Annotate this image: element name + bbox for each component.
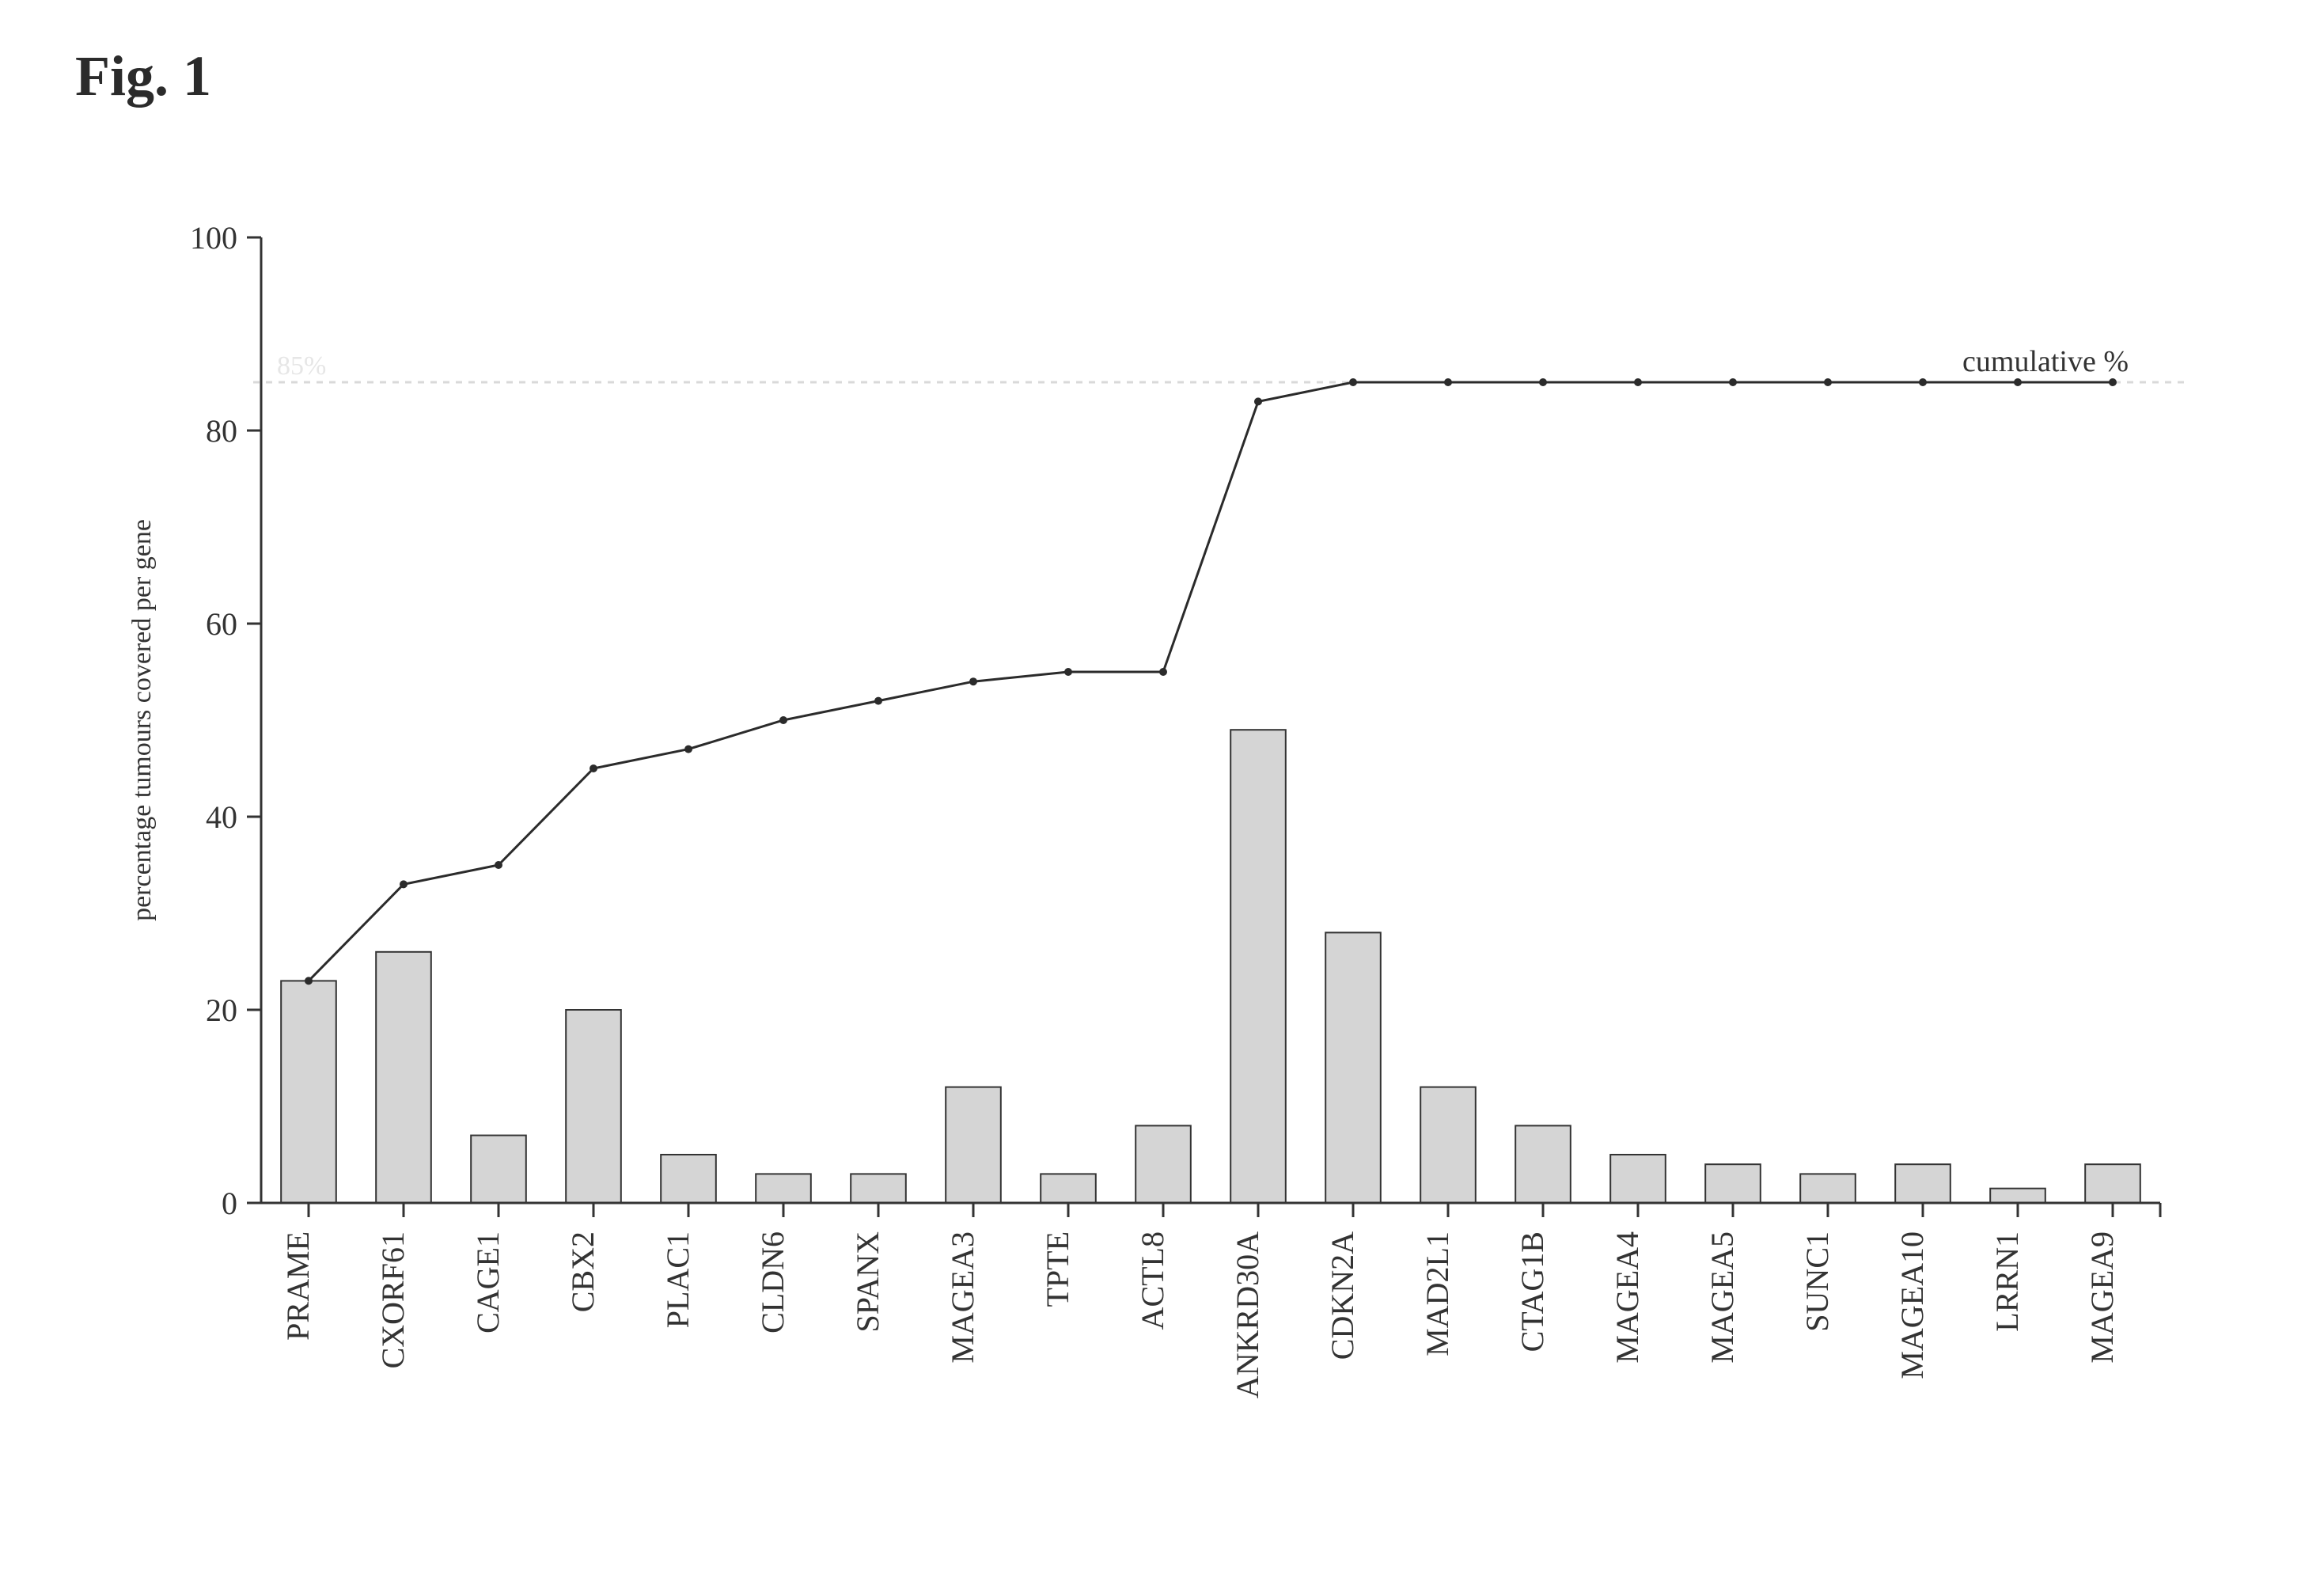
x-tick-label: CAGE1 bbox=[470, 1231, 506, 1334]
reference-line-label: 85% bbox=[277, 351, 326, 381]
cumulative-marker bbox=[969, 677, 977, 685]
bar bbox=[2085, 1164, 2140, 1203]
figure-label: Fig. 1 bbox=[75, 44, 211, 109]
x-tick-label: MAGEA9 bbox=[2084, 1231, 2120, 1364]
cumulative-marker bbox=[1064, 668, 1072, 676]
x-tick-label: CDKN2A bbox=[1325, 1231, 1360, 1360]
bar bbox=[1135, 1125, 1191, 1203]
cumulative-marker bbox=[684, 745, 692, 753]
bar bbox=[1610, 1155, 1666, 1203]
cumulative-marker bbox=[1824, 378, 1832, 386]
bar bbox=[1230, 730, 1286, 1203]
x-tick-label: TPTE bbox=[1040, 1231, 1075, 1307]
x-tick-label: ACTL8 bbox=[1135, 1231, 1170, 1330]
bar bbox=[1041, 1174, 1096, 1203]
cumulative-marker bbox=[2109, 378, 2117, 386]
bar bbox=[566, 1010, 621, 1203]
bar bbox=[851, 1174, 906, 1203]
x-tick-label: ANKRD30A bbox=[1230, 1231, 1265, 1398]
cumulative-marker bbox=[1254, 397, 1262, 405]
x-tick-label: CLDN6 bbox=[755, 1231, 790, 1334]
cumulative-marker bbox=[1919, 378, 1927, 386]
y-axis-label: percentage tumours covered per gene bbox=[127, 519, 157, 921]
y-tick-label: 80 bbox=[206, 413, 237, 449]
x-tick-label: MAD2L1 bbox=[1420, 1231, 1455, 1356]
y-tick-label: 0 bbox=[222, 1186, 237, 1221]
y-tick-label: 40 bbox=[206, 799, 237, 835]
bar bbox=[1420, 1087, 1476, 1203]
bar bbox=[376, 952, 431, 1203]
cumulative-marker bbox=[1729, 378, 1737, 386]
x-tick-label: CXORF61 bbox=[375, 1231, 411, 1368]
cumulative-marker bbox=[590, 764, 597, 772]
x-tick-label: CBX2 bbox=[565, 1231, 601, 1312]
x-tick-label: LRRN1 bbox=[1989, 1231, 2025, 1332]
bar bbox=[281, 981, 336, 1203]
x-tick-label: SPANX bbox=[850, 1231, 885, 1333]
cumulative-marker bbox=[779, 716, 787, 724]
x-tick-label: SUNC1 bbox=[1799, 1231, 1835, 1332]
cumulative-marker bbox=[1159, 668, 1167, 676]
y-tick-label: 60 bbox=[206, 606, 237, 642]
bar bbox=[1705, 1164, 1761, 1203]
y-tick-label: 100 bbox=[190, 220, 237, 256]
x-tick-label: MAGEA5 bbox=[1704, 1231, 1740, 1364]
x-tick-label: CTAG1B bbox=[1515, 1231, 1550, 1352]
x-tick-label: MAGEA4 bbox=[1609, 1231, 1645, 1364]
cumulative-marker bbox=[1539, 378, 1547, 386]
y-tick-label: 20 bbox=[206, 992, 237, 1028]
cumulative-line-label: cumulative % bbox=[1962, 345, 2129, 378]
bar bbox=[471, 1136, 526, 1203]
bar bbox=[1515, 1125, 1571, 1203]
cumulative-marker bbox=[495, 861, 502, 869]
cumulative-marker bbox=[1444, 378, 1452, 386]
x-tick-label: PLAC1 bbox=[660, 1231, 696, 1328]
chart-container: 85% cumulative % 0 20 40 60 80 100 percentage tu… bbox=[79, 206, 2216, 1512]
bar bbox=[1895, 1164, 1951, 1203]
cumulative-marker bbox=[2014, 378, 2022, 386]
x-tick-label: MAGEA10 bbox=[1894, 1231, 1930, 1379]
bar bbox=[756, 1174, 811, 1203]
cumulative-marker bbox=[400, 880, 408, 888]
bar bbox=[1990, 1189, 2045, 1203]
bar bbox=[1800, 1174, 1856, 1203]
cumulative-marker bbox=[1349, 378, 1357, 386]
chart-svg: 85% cumulative % 0 20 40 60 80 100 percentage tu… bbox=[79, 206, 2216, 1512]
bar bbox=[946, 1087, 1001, 1203]
x-tick-label: PRAME bbox=[280, 1231, 316, 1341]
bar bbox=[661, 1155, 716, 1203]
cumulative-marker bbox=[1634, 378, 1642, 386]
page: Fig. 1 85% cumulative % 0 20 40 60 80 100 percen… bbox=[0, 0, 2324, 1582]
cumulative-marker bbox=[874, 697, 882, 705]
x-tick-label: MAGEA3 bbox=[945, 1231, 980, 1364]
bar bbox=[1325, 932, 1381, 1203]
cumulative-marker bbox=[305, 977, 313, 984]
